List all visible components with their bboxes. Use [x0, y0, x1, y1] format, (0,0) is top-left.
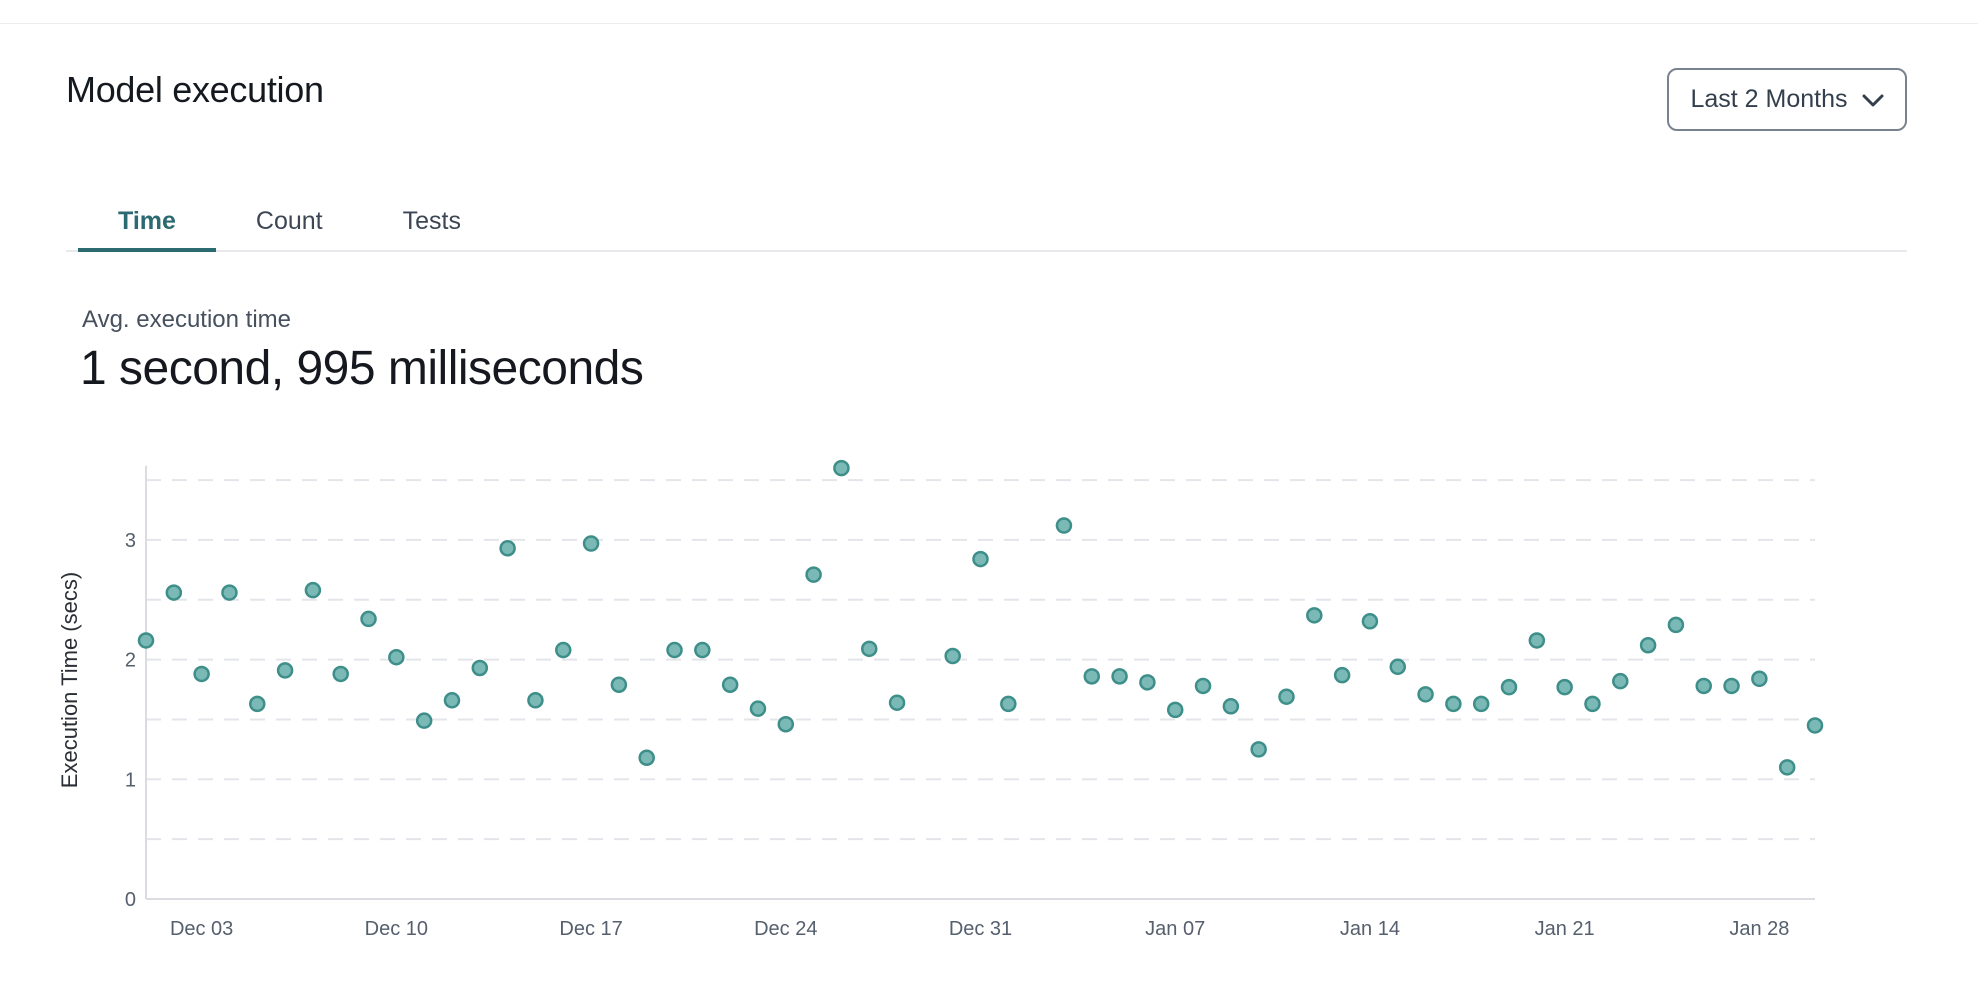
data-point[interactable] [666, 641, 683, 659]
data-point[interactable] [1166, 701, 1184, 719]
x-tick-label: Dec 03 [170, 918, 233, 940]
data-point[interactable] [415, 712, 433, 729]
data-point[interactable] [1667, 616, 1685, 634]
data-point[interactable] [1500, 678, 1518, 696]
execution-time-scatter-chart: 0 1 2 3 Dec 03 Dec 10 Dec 17 Dec 24 Dec 31 Jan 07… [57, 459, 1824, 940]
y-axis-title: Execution Time (secs) [57, 572, 82, 788]
data-point[interactable] [165, 584, 183, 601]
data-point[interactable] [694, 641, 711, 659]
chevron-down-icon [1862, 94, 1884, 107]
data-point[interactable] [721, 676, 739, 693]
top-divider [0, 23, 1978, 24]
data-point[interactable] [1194, 677, 1212, 695]
data-point[interactable] [471, 659, 489, 677]
data-point[interactable] [332, 665, 349, 683]
data-point[interactable] [1361, 613, 1379, 630]
x-tick-label: Jan 21 [1535, 918, 1595, 940]
data-point[interactable] [1083, 668, 1101, 685]
data-point[interactable] [972, 550, 989, 568]
data-point[interactable] [610, 676, 628, 693]
x-tick-label: Dec 10 [365, 918, 428, 940]
data-point[interactable] [1556, 678, 1573, 696]
date-range-selector[interactable]: Last 2 Months [1667, 68, 1907, 131]
data-point[interactable] [860, 640, 878, 658]
avg-execution-time-value: 1 second, 995 milliseconds [80, 342, 644, 395]
data-point[interactable] [1250, 741, 1267, 758]
data-point[interactable] [443, 692, 461, 709]
data-point[interactable] [137, 632, 155, 649]
data-point[interactable] [1278, 688, 1295, 705]
data-point[interactable] [944, 647, 961, 665]
date-range-label: Last 2 Months [1690, 85, 1848, 113]
y-tick-label: 1 [125, 769, 136, 791]
data-point[interactable] [777, 715, 795, 733]
x-tick-label: Jan 07 [1145, 918, 1205, 940]
data-point[interactable] [1333, 666, 1351, 684]
data-point[interactable] [1306, 607, 1323, 624]
tab-tests[interactable]: Tests [402, 207, 461, 235]
data-point[interactable] [1111, 668, 1128, 685]
tab-bar: Time Count Tests [66, 195, 1907, 252]
page-title: Model execution [66, 69, 324, 110]
x-tick-label: Dec 24 [754, 918, 817, 940]
data-point[interactable] [1472, 695, 1490, 713]
tab-count[interactable]: Count [255, 207, 323, 235]
data-point[interactable] [1389, 658, 1406, 676]
y-tick-label: 3 [125, 530, 136, 552]
x-tick-label: Jan 28 [1729, 918, 1789, 940]
x-tick-label: Dec 31 [949, 918, 1012, 940]
data-point[interactable] [1139, 674, 1156, 691]
data-point[interactable] [1445, 695, 1462, 713]
data-point[interactable] [888, 694, 906, 711]
data-point[interactable] [276, 662, 294, 679]
data-point[interactable] [193, 665, 210, 683]
y-tick-label: 0 [125, 889, 136, 911]
data-point[interactable] [1723, 677, 1740, 695]
data-point[interactable] [555, 641, 572, 659]
data-point[interactable] [1612, 672, 1629, 690]
x-tick-label: Dec 17 [559, 918, 622, 940]
y-tick-label: 2 [125, 650, 136, 672]
data-point[interactable] [499, 540, 516, 557]
data-point[interactable] [638, 749, 655, 767]
data-point[interactable] [1806, 717, 1824, 734]
data-point[interactable] [221, 584, 238, 601]
data-point[interactable] [1528, 632, 1546, 649]
avg-execution-time-label: Avg. execution time [82, 306, 292, 333]
data-point[interactable] [1000, 695, 1017, 713]
data-point[interactable] [360, 610, 377, 628]
data-point[interactable] [1778, 759, 1796, 776]
data-point[interactable] [1417, 686, 1434, 703]
data-point[interactable] [249, 695, 266, 713]
data-point[interactable] [304, 581, 322, 599]
data-point[interactable] [1751, 670, 1768, 688]
data-point[interactable] [749, 700, 767, 717]
data-point[interactable] [833, 459, 850, 477]
data-point[interactable] [527, 692, 544, 709]
data-point[interactable] [1639, 636, 1657, 654]
data-point[interactable] [1695, 677, 1712, 695]
data-point[interactable] [388, 648, 405, 666]
x-tick-label: Jan 14 [1340, 918, 1400, 940]
data-point[interactable] [1222, 698, 1240, 715]
data-point[interactable] [805, 566, 822, 583]
tab-time[interactable]: Time [78, 195, 216, 252]
data-point[interactable] [1055, 517, 1073, 534]
data-point[interactable] [1584, 695, 1601, 713]
data-point[interactable] [582, 535, 600, 552]
